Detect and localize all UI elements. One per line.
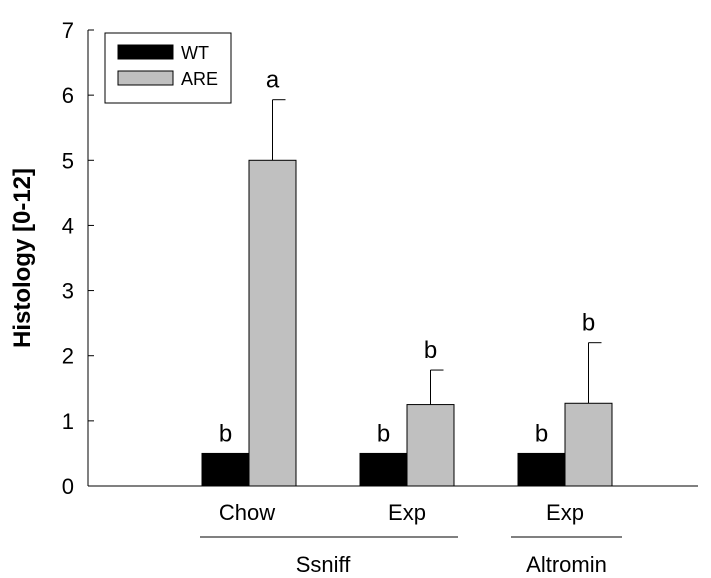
bar-wt bbox=[359, 452, 408, 487]
category-label: Exp bbox=[388, 500, 426, 525]
legend-box bbox=[104, 32, 232, 104]
group-label: Ssniff bbox=[296, 552, 352, 577]
y-axis-title: Histology [0-12] bbox=[9, 168, 36, 348]
legend-label-wt: WT bbox=[181, 43, 209, 63]
bar-are bbox=[248, 159, 297, 487]
bar-are bbox=[406, 404, 455, 487]
y-tick-label: 1 bbox=[62, 409, 74, 434]
group-label: Altromin bbox=[526, 552, 607, 577]
significance-label: b bbox=[582, 310, 595, 337]
y-tick-label: 0 bbox=[62, 474, 74, 499]
category-label: Exp bbox=[546, 500, 584, 525]
y-tick-label: 4 bbox=[62, 213, 74, 238]
bar-wt bbox=[201, 452, 250, 487]
significance-label: a bbox=[266, 67, 280, 94]
y-tick-label: 6 bbox=[62, 83, 74, 108]
category-label: Chow bbox=[219, 500, 275, 525]
significance-label: b bbox=[424, 337, 437, 364]
bar-are bbox=[564, 402, 613, 487]
legend-label-are: ARE bbox=[181, 69, 218, 89]
legend: WT ARE bbox=[104, 32, 232, 104]
legend-swatch-are bbox=[117, 70, 174, 86]
significance-label: b bbox=[535, 420, 548, 447]
bar-wt bbox=[517, 452, 566, 487]
labels: b b b a b b Chow Exp Exp Ssniff Altromin bbox=[200, 67, 622, 577]
y-tick-label: 7 bbox=[62, 18, 74, 43]
y-tick-label: 3 bbox=[62, 279, 74, 304]
significance-label: b bbox=[219, 420, 232, 447]
legend-swatch-wt bbox=[117, 44, 174, 60]
axes: 0 1 2 3 4 5 6 7 Histology [0-12] bbox=[9, 18, 698, 499]
y-tick-label: 5 bbox=[62, 148, 74, 173]
bars bbox=[201, 99, 613, 487]
significance-label: b bbox=[377, 420, 390, 447]
y-tick-label: 2 bbox=[62, 344, 74, 369]
